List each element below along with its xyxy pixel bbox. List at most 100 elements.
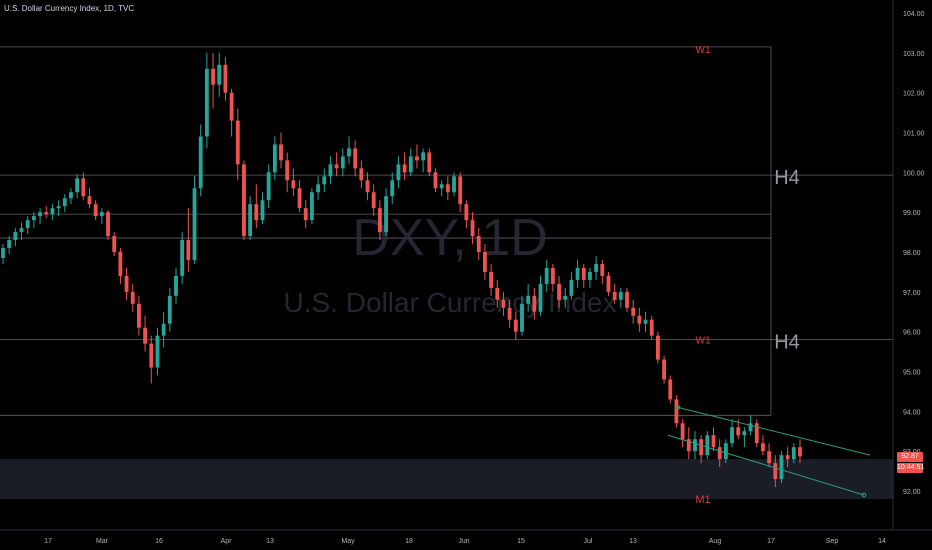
channel-handle[interactable] (861, 492, 867, 498)
time-tick-label: Aug (709, 538, 722, 545)
candle-body (112, 236, 117, 252)
candle (427, 148, 432, 177)
candle-body (791, 447, 796, 460)
candle-body (254, 204, 259, 221)
candle-body (242, 164, 246, 237)
candle (347, 136, 351, 165)
candle-body (87, 196, 92, 205)
candle-body (550, 267, 555, 284)
candle-body (507, 307, 512, 320)
candle-body (408, 156, 413, 173)
candle-body (482, 252, 487, 272)
candle (717, 439, 722, 468)
candle-body (19, 228, 24, 233)
candle-body (25, 220, 30, 229)
candle (1, 244, 5, 264)
candle-body (680, 423, 685, 440)
candle-body (452, 176, 456, 193)
candle (56, 200, 61, 217)
candle (489, 263, 494, 296)
candle (662, 355, 666, 384)
candle (211, 52, 215, 109)
candle (93, 200, 98, 221)
candle (705, 431, 710, 460)
candle-body (303, 208, 308, 221)
watermark-name: U.S. Dollar Currency Index (283, 287, 616, 318)
candle (161, 311, 166, 348)
price-tick-label: 97.00 (903, 290, 921, 297)
candle (538, 275, 543, 316)
candle-body (754, 423, 759, 444)
time-tick-label: 13 (629, 538, 637, 545)
candle-body (143, 327, 148, 344)
channel-upper-line[interactable] (677, 406, 871, 456)
zone-label-m1: M1 (695, 494, 710, 506)
candle-body (260, 200, 265, 221)
time-tick-label: Jun (458, 538, 469, 545)
candle-body (347, 148, 351, 157)
candle-body (606, 275, 611, 292)
time-tick-label: 18 (405, 538, 413, 545)
candle-body (662, 359, 666, 380)
candle-body (575, 267, 580, 280)
candle-body (285, 160, 290, 181)
candle-body (38, 212, 42, 217)
candle (143, 315, 148, 352)
candle (334, 152, 339, 177)
price-tick-label: 96.00 (903, 330, 921, 337)
candle-body (396, 164, 401, 181)
candle (742, 427, 747, 448)
candle-body (544, 267, 549, 284)
candle (730, 419, 734, 448)
candle-body (668, 379, 673, 400)
channel-layer[interactable] (667, 405, 871, 498)
candle-body (520, 303, 524, 332)
time-tick-label: 14 (878, 538, 886, 545)
candle-body (643, 319, 648, 324)
candle (625, 287, 629, 312)
candle-body (723, 443, 728, 460)
candle (7, 236, 12, 254)
candle-body (291, 180, 296, 189)
candle-body (365, 180, 370, 193)
candle-body (328, 164, 333, 177)
candle (180, 232, 185, 284)
channel-lower-line[interactable] (667, 434, 865, 496)
candle (723, 439, 728, 464)
candle-body (7, 240, 12, 249)
candle (655, 331, 660, 364)
channel-handle[interactable] (675, 405, 681, 410)
candle (316, 176, 321, 201)
candle-body (371, 192, 376, 209)
candle-body (180, 240, 185, 276)
candle (445, 176, 450, 201)
candle (699, 435, 704, 464)
candle-body (563, 295, 568, 300)
last-price-tag: 92.87 (897, 452, 923, 462)
candle-body (235, 120, 240, 165)
time-tick-label: 16 (155, 538, 163, 545)
candle (167, 287, 172, 332)
candle (198, 124, 203, 197)
candle (297, 180, 302, 213)
candle (421, 148, 426, 173)
candle-body (637, 315, 642, 324)
candle-body (402, 164, 407, 173)
candle (137, 295, 141, 336)
candle (563, 287, 568, 308)
candle (248, 196, 253, 241)
candle (25, 216, 30, 235)
candle-body (674, 399, 679, 424)
candle (513, 311, 518, 340)
candle-body (798, 447, 802, 457)
candle-body (464, 204, 469, 221)
time-axis[interactable]: 17 Mar 16 Apr 13 May 18 Jun 15 Jul 13 Aug 17 Sep 14 (0, 529, 932, 545)
candle-body (130, 291, 135, 304)
time-tick-label: 15 (517, 538, 525, 545)
candle (594, 255, 599, 280)
countdown-tag: 10:44:51 (897, 463, 925, 473)
price-tick-label: 102.00 (903, 91, 925, 98)
candle-body (161, 323, 166, 336)
candle-body (297, 188, 302, 209)
